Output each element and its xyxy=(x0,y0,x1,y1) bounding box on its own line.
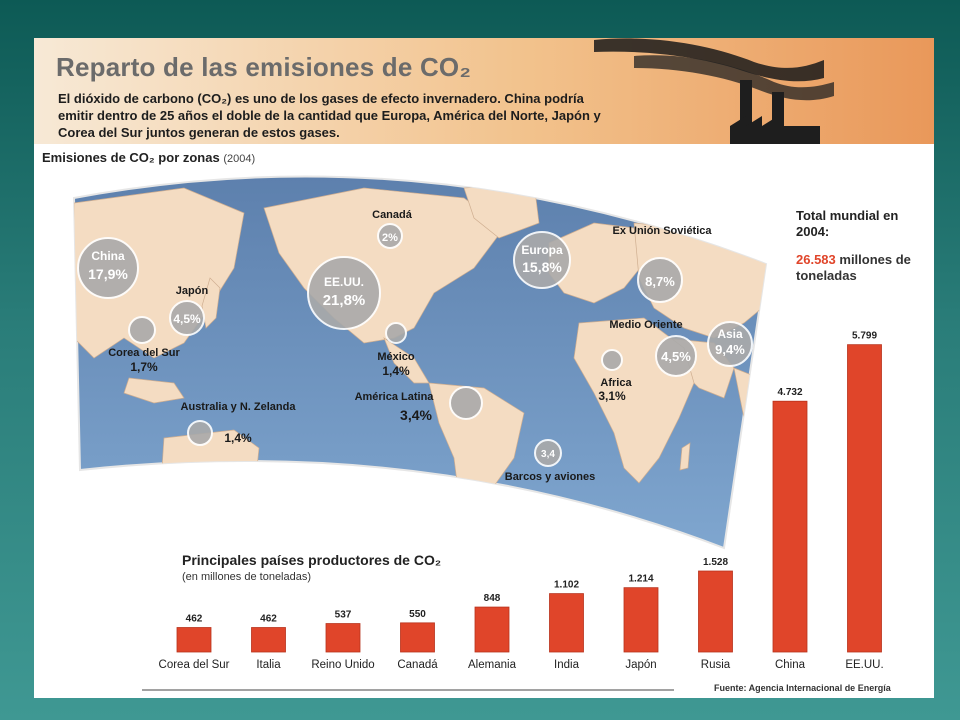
bar-1 xyxy=(251,627,286,653)
bubble-ex-union-sovietica xyxy=(637,257,683,303)
zone-name-ex-union: Ex Unión Soviética xyxy=(612,225,712,237)
bubble-china xyxy=(77,237,139,299)
zone-value-china: 17,9% xyxy=(88,266,128,282)
zone-name-canada: Canadá xyxy=(372,209,413,221)
bar-value-label-7: 1.528 xyxy=(703,557,728,568)
bubble-japon xyxy=(169,300,205,336)
bar-6 xyxy=(623,587,659,653)
world-total-label: Total mundial en 2004: xyxy=(796,208,899,239)
zone-name-america-latina: América Latina xyxy=(355,391,435,403)
bar-value-label-9: 5.799 xyxy=(852,331,877,342)
zone-name-barcos: Barcos y aviones xyxy=(505,471,596,483)
bar-value-label-3: 550 xyxy=(409,609,426,620)
zone-name-europa: Europa xyxy=(521,243,563,257)
zone-value-japon: 4,5% xyxy=(173,312,201,326)
chart-title: Principales países productores de CO₂ xyxy=(182,552,442,568)
category-label-2: Reino Unido xyxy=(311,659,374,671)
category-label-4: Alemania xyxy=(468,659,517,671)
zone-name-corea: Corea del Sur xyxy=(108,347,180,359)
bubble-europa xyxy=(513,231,571,289)
zone-name-australia: Australia y N. Zelanda xyxy=(181,401,297,413)
bar-value-label-0: 462 xyxy=(186,614,203,625)
bubble-america-latina xyxy=(449,386,483,420)
bar-value-label-8: 4.732 xyxy=(777,387,802,398)
page-subtitle: El dióxido de carbono (CO₂) es uno de lo… xyxy=(58,91,601,140)
bar-7 xyxy=(698,570,733,653)
header-banner: Reparto de las emisiones de CO₂ El dióxi… xyxy=(34,38,934,144)
zone-value-mexico: 1,4% xyxy=(382,364,410,378)
bubble-barcos xyxy=(534,439,562,467)
bar-9 xyxy=(847,344,882,653)
world-total: Total mundial en 2004: 26.583 millones d… xyxy=(796,208,926,284)
bubble-asia xyxy=(707,321,753,367)
world-map: China 17,9% Japón 4,5% Corea del Sur 1,7… xyxy=(72,175,768,550)
category-label-8: China xyxy=(775,659,806,671)
bar-value-label-2: 537 xyxy=(335,610,352,621)
zone-name-eeuu: EE.UU. xyxy=(324,275,364,289)
zone-name-japon: Japón xyxy=(176,285,209,297)
category-label-7: Rusia xyxy=(701,659,731,671)
category-label-9: EE.UU. xyxy=(845,659,883,671)
category-label-1: Italia xyxy=(256,659,281,671)
zone-value-america-latina: 3,4% xyxy=(400,407,432,423)
category-label-5: India xyxy=(554,659,580,671)
zone-value-barcos: 3,4 xyxy=(541,449,555,460)
bubble-australia xyxy=(187,420,213,446)
page-title: Reparto de las emisiones de CO₂ xyxy=(56,52,472,82)
zone-name-china: China xyxy=(91,249,125,263)
zones-title: Emisiones de CO₂ por zonas (2004) xyxy=(42,150,256,165)
bar-chart: 462 Corea del Sur 462 Italia 537 Reino Unido 5… xyxy=(142,331,884,691)
zone-name-africa: Africa xyxy=(600,377,632,389)
bubble-canada xyxy=(377,223,403,249)
source-note: Fuente: Agencia Internacional de Energía xyxy=(714,683,891,693)
bar-value-label-5: 1.102 xyxy=(554,580,579,591)
bar-5 xyxy=(549,593,584,653)
zone-value-eeuu: 21,8% xyxy=(323,292,366,309)
bubble-eeuu xyxy=(307,256,381,330)
world-total-value: 26.583 millones de toneladas xyxy=(796,252,911,283)
zone-value-europa: 15,8% xyxy=(522,259,562,275)
factory-chimney-icon xyxy=(594,38,834,144)
bar-0 xyxy=(176,627,212,653)
zone-name-medio-oriente: Medio Oriente xyxy=(609,319,682,331)
zones-year: (2004) xyxy=(223,153,256,165)
zone-name-mexico: México xyxy=(377,351,415,363)
bar-value-label-1: 462 xyxy=(260,614,277,625)
zone-value-asia: 9,4% xyxy=(715,342,745,357)
zone-value-corea: 1,7% xyxy=(130,360,158,374)
bubble-medio-oriente xyxy=(655,335,697,377)
bar-8 xyxy=(772,400,808,653)
bubble-corea-del-sur xyxy=(128,316,156,344)
bar-4 xyxy=(474,606,510,653)
bubble-mexico xyxy=(385,322,407,344)
bar-value-label-4: 848 xyxy=(484,593,501,604)
category-label-3: Canadá xyxy=(397,659,438,671)
infographic-card: Reparto de las emisiones de CO₂ El dióxi… xyxy=(34,38,934,698)
category-label-6: Japón xyxy=(625,659,656,671)
bar-3 xyxy=(400,622,435,653)
zone-value-medio-oriente: 4,5% xyxy=(661,349,691,364)
zone-value-canada: 2% xyxy=(382,232,398,244)
chart-subtitle: (en millones de toneladas) xyxy=(182,571,312,583)
bar-value-label-6: 1.214 xyxy=(628,574,653,585)
zone-value-africa: 3,1% xyxy=(598,389,626,403)
category-label-0: Corea del Sur xyxy=(159,659,230,671)
zone-value-australia: 1,4% xyxy=(224,431,252,445)
bar-2 xyxy=(325,623,361,653)
bubble-africa xyxy=(601,349,623,371)
zone-value-ex-union: 8,7% xyxy=(645,274,675,289)
zone-name-asia: Asia xyxy=(717,327,743,341)
